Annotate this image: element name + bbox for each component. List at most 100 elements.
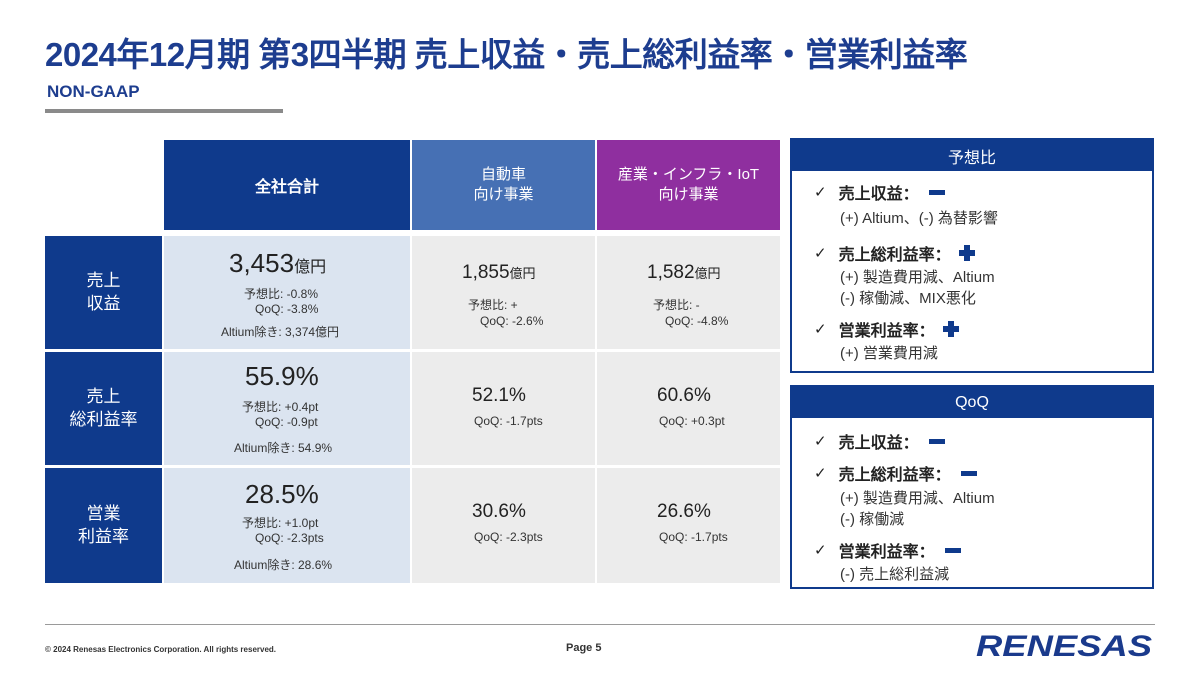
- forecast-gross-note1: (+) 製造費用減、Altium: [840, 269, 995, 286]
- op-auto-cell: 30.6% QoQ: -2.3pts: [412, 468, 595, 583]
- minus-icon: [928, 438, 945, 444]
- copyright-text: © 2024 Renesas Electronics Corporation. …: [45, 645, 277, 654]
- row-label-gross-line1: 売上: [86, 386, 121, 406]
- forecast-item-op: ✓ 営業利益率：: [814, 317, 959, 341]
- revenue-total-unit: 億円: [294, 259, 327, 276]
- check-icon: ✓: [814, 245, 827, 262]
- qoq-box-title: QoQ: [792, 387, 1152, 418]
- minus-icon: [960, 470, 977, 476]
- revenue-auto-qoq: QoQ: -2.6%: [480, 314, 544, 328]
- forecast-revenue-note: (+) Altium、(-) 為替影響: [840, 210, 998, 227]
- renesas-logo-text: RENESAS: [976, 630, 1152, 662]
- qoq-item-op-label: 営業利益率：: [838, 544, 935, 561]
- op-total-qoq: QoQ: -2.3pts: [255, 531, 324, 545]
- revenue-auto-number: 1,855: [462, 262, 510, 283]
- forecast-item-revenue: ✓ 売上収益：: [814, 180, 945, 204]
- footer-divider: [45, 624, 1155, 625]
- gross-iiot-value: 60.6%: [657, 385, 711, 406]
- row-label-revenue: 売上 収益: [45, 236, 162, 349]
- revenue-auto-unit: 億円: [509, 266, 536, 281]
- qoq-item-op: ✓ 営業利益率：: [814, 538, 961, 562]
- header-total: 全社合計: [164, 140, 410, 230]
- forecast-box-title: 予想比: [792, 140, 1152, 171]
- revenue-iiot-forecast: 予想比: -: [653, 298, 700, 312]
- op-iiot-value: 26.6%: [657, 501, 711, 522]
- revenue-iiot-number: 1,582: [647, 262, 695, 283]
- gross-auto-cell: 52.1% QoQ: -1.7pts: [412, 352, 595, 465]
- row-label-gross-line2: 総利益率: [69, 409, 138, 429]
- gross-iiot-qoq: QoQ: +0.3pt: [659, 414, 725, 428]
- header-iiot-line2: 向け事業: [658, 186, 719, 203]
- row-label-op-line2: 利益率: [78, 526, 129, 546]
- header-iiot: 産業・インフラ・IoT 向け事業: [597, 140, 780, 230]
- gross-iiot-cell: 60.6% QoQ: +0.3pt: [597, 352, 780, 465]
- subtitle-underline: [45, 109, 283, 113]
- forecast-item-revenue-label: 売上収益：: [838, 186, 919, 203]
- row-label-revenue-line1: 売上: [86, 270, 121, 290]
- op-iiot-cell: 26.6% QoQ: -1.7pts: [597, 468, 780, 583]
- revenue-iiot-unit: 億円: [694, 266, 721, 281]
- revenue-total-ex-altium: Altium除き: 3,374億円: [221, 325, 340, 339]
- revenue-iiot-qoq: QoQ: -4.8%: [665, 314, 729, 328]
- op-auto-qoq: QoQ: -2.3pts: [474, 530, 543, 544]
- gross-total-forecast: 予想比: +0.4pt: [242, 400, 319, 414]
- forecast-gross-note2: (-) 稼働減、MIX悪化: [840, 290, 976, 307]
- revenue-total-value: 3,453億円: [229, 248, 326, 279]
- plus-icon: [958, 245, 975, 261]
- row-label-op-line1: 営業: [86, 503, 121, 523]
- op-iiot-qoq: QoQ: -1.7pts: [659, 530, 728, 544]
- qoq-op-note: (-) 売上総利益減: [840, 566, 950, 583]
- minus-icon: [944, 547, 961, 553]
- gross-total-ex-altium: Altium除き: 54.9%: [234, 441, 333, 455]
- minus-icon: [928, 189, 945, 195]
- header-iiot-line1: 産業・インフラ・IoT: [617, 165, 760, 183]
- qoq-item-revenue: ✓ 売上収益：: [814, 429, 945, 453]
- revenue-total-cell: 3,453億円 予想比: -0.8% QoQ: -3.8% Altium除き: …: [164, 236, 410, 349]
- row-label-operating-margin: 営業 利益率: [45, 468, 162, 583]
- revenue-iiot-cell: 1,582億円 予想比: - QoQ: -4.8%: [597, 236, 780, 349]
- forecast-comparison-box: 予想比 ✓ 売上収益： (+) Altium、(-) 為替影響 ✓ 売上総利益率…: [790, 138, 1154, 373]
- revenue-total-qoq: QoQ: -3.8%: [255, 302, 319, 316]
- qoq-gross-note2: (-) 稼働減: [840, 511, 905, 528]
- check-icon: ✓: [814, 321, 827, 338]
- gross-total-value: 55.9%: [245, 361, 319, 391]
- revenue-auto-value: 1,855億円: [462, 262, 536, 284]
- header-automotive-line1: 自動車: [480, 165, 526, 183]
- revenue-auto-cell: 1,855億円 予想比: + QoQ: -2.6%: [412, 236, 595, 349]
- gross-total-qoq: QoQ: -0.9pt: [255, 415, 318, 429]
- forecast-item-op-label: 営業利益率：: [838, 323, 935, 340]
- forecast-item-gross-label: 売上総利益率：: [838, 247, 951, 264]
- op-total-cell: 28.5% 予想比: +1.0pt QoQ: -2.3pts Altium除き:…: [164, 468, 410, 583]
- op-total-forecast: 予想比: +1.0pt: [242, 516, 319, 530]
- revenue-iiot-value: 1,582億円: [647, 262, 721, 284]
- page-title: 2024年12月期 第3四半期 売上収益・売上総利益率・営業利益率: [45, 36, 968, 73]
- header-total-label: 全社合計: [254, 179, 319, 196]
- check-icon: ✓: [814, 465, 827, 482]
- revenue-total-number: 3,453: [229, 248, 295, 278]
- gross-total-cell: 55.9% 予想比: +0.4pt QoQ: -0.9pt Altium除き: …: [164, 352, 410, 465]
- check-icon: ✓: [814, 184, 827, 201]
- header-automotive: 自動車 向け事業: [412, 140, 595, 230]
- op-auto-value: 30.6%: [472, 501, 526, 522]
- qoq-gross-note1: (+) 製造費用減、Altium: [840, 490, 995, 507]
- forecast-op-note: (+) 営業費用減: [840, 345, 938, 362]
- row-label-gross-margin: 売上 総利益率: [45, 352, 162, 465]
- forecast-item-gross: ✓ 売上総利益率：: [814, 241, 975, 265]
- check-icon: ✓: [814, 433, 827, 450]
- qoq-box: QoQ ✓ 売上収益： ✓ 売上総利益率： (+) 製造費用減、Altium (…: [790, 385, 1154, 589]
- revenue-auto-forecast: 予想比: +: [468, 298, 518, 312]
- header-automotive-line2: 向け事業: [473, 186, 534, 203]
- qoq-item-gross-label: 売上総利益率：: [838, 467, 951, 484]
- qoq-item-gross: ✓ 売上総利益率：: [814, 461, 977, 485]
- page-subtitle: NON-GAAP: [47, 82, 140, 101]
- page-number: Page 5: [566, 642, 602, 654]
- plus-icon: [942, 321, 959, 337]
- row-label-revenue-line2: 収益: [86, 293, 121, 313]
- op-total-ex-altium: Altium除き: 28.6%: [234, 558, 333, 572]
- revenue-total-forecast: 予想比: -0.8%: [244, 287, 319, 301]
- gross-auto-value: 52.1%: [472, 385, 526, 406]
- qoq-item-revenue-label: 売上収益：: [838, 435, 919, 452]
- renesas-logo: RENESAS: [976, 630, 1152, 662]
- check-icon: ✓: [814, 542, 827, 559]
- op-total-value: 28.5%: [245, 479, 319, 509]
